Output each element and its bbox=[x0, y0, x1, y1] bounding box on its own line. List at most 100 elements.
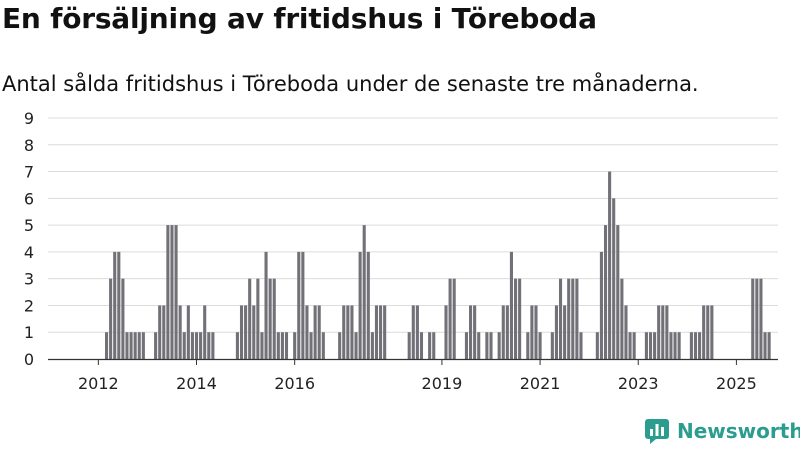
bar bbox=[620, 278, 624, 359]
y-tick-label: 0 bbox=[24, 350, 34, 369]
bar bbox=[509, 251, 513, 359]
bar bbox=[469, 305, 473, 359]
bar bbox=[661, 305, 665, 359]
bar bbox=[575, 278, 579, 359]
bar bbox=[280, 332, 284, 359]
bar bbox=[526, 332, 530, 359]
y-tick-label: 7 bbox=[24, 163, 34, 182]
bar bbox=[211, 332, 215, 359]
bar bbox=[305, 305, 309, 359]
bar bbox=[239, 305, 244, 359]
bar bbox=[272, 278, 276, 359]
bar bbox=[599, 251, 603, 359]
bar bbox=[501, 305, 505, 359]
bar bbox=[608, 171, 612, 359]
bar bbox=[235, 332, 239, 359]
bar bbox=[628, 332, 632, 359]
bar bbox=[190, 332, 194, 359]
bar bbox=[452, 278, 456, 359]
chart-subtitle: Antal sålda fritidshus i Töreboda under … bbox=[2, 72, 699, 96]
bar bbox=[125, 332, 129, 359]
x-tick-label: 2014 bbox=[176, 374, 217, 393]
bar bbox=[415, 305, 419, 359]
bar bbox=[550, 332, 554, 359]
bar bbox=[203, 305, 207, 359]
bar bbox=[419, 332, 424, 359]
bar bbox=[301, 251, 305, 359]
brand-name: Newsworthy bbox=[677, 419, 800, 443]
x-tick-label: 2016 bbox=[274, 374, 315, 393]
bar bbox=[276, 332, 280, 359]
bar bbox=[252, 305, 256, 359]
bar bbox=[166, 225, 170, 359]
bar bbox=[133, 332, 137, 359]
bar bbox=[407, 332, 411, 359]
bar bbox=[129, 332, 133, 359]
bar bbox=[563, 305, 567, 359]
bar bbox=[751, 278, 755, 359]
bar bbox=[411, 305, 415, 359]
y-tick-label: 1 bbox=[24, 323, 34, 342]
bar bbox=[558, 278, 563, 359]
bar bbox=[693, 332, 698, 359]
x-tick-label: 2012 bbox=[78, 374, 119, 393]
brand: Newsworthy bbox=[644, 418, 800, 444]
bar bbox=[648, 332, 653, 359]
bar bbox=[595, 332, 599, 359]
bar bbox=[186, 305, 190, 359]
bar bbox=[374, 305, 379, 359]
bar bbox=[194, 332, 199, 359]
bar bbox=[644, 332, 648, 359]
bar bbox=[117, 251, 121, 359]
bar bbox=[669, 332, 673, 359]
bar bbox=[534, 305, 538, 359]
bar bbox=[383, 305, 387, 359]
bar bbox=[248, 278, 252, 359]
bar bbox=[370, 332, 374, 359]
x-tick-label: 2023 bbox=[618, 374, 659, 393]
bar bbox=[284, 332, 289, 359]
bar bbox=[505, 305, 509, 359]
bar bbox=[162, 305, 166, 359]
bar bbox=[174, 225, 178, 359]
bar bbox=[366, 251, 370, 359]
bar bbox=[763, 332, 767, 359]
bar bbox=[538, 332, 542, 359]
bar bbox=[518, 278, 522, 359]
bar bbox=[154, 332, 158, 359]
x-axis: 2012 2014 2016 2019 2021 2023 2025 bbox=[48, 358, 778, 393]
bar bbox=[158, 305, 162, 359]
bar bbox=[297, 251, 301, 359]
bar bbox=[689, 332, 693, 359]
bar bbox=[199, 332, 203, 359]
bar bbox=[448, 278, 452, 359]
bar bbox=[354, 332, 358, 359]
bar bbox=[313, 305, 317, 359]
bar bbox=[113, 251, 117, 359]
bar bbox=[755, 278, 759, 359]
bar bbox=[379, 305, 383, 359]
newsworthy-logo-icon bbox=[645, 419, 669, 444]
bar bbox=[706, 305, 710, 359]
bar bbox=[702, 305, 706, 359]
bar bbox=[464, 332, 469, 359]
bar bbox=[653, 332, 657, 359]
y-tick-label: 8 bbox=[24, 136, 34, 155]
bar bbox=[342, 305, 346, 359]
bar bbox=[182, 332, 186, 359]
bar bbox=[207, 332, 211, 359]
bar bbox=[121, 278, 125, 359]
y-tick-label: 6 bbox=[24, 189, 34, 208]
chart-title: En försäljning av fritidshus i Töreboda bbox=[2, 2, 597, 35]
bar bbox=[268, 278, 272, 359]
bar bbox=[673, 332, 677, 359]
bar bbox=[579, 332, 583, 359]
bar bbox=[104, 332, 109, 359]
bar bbox=[362, 225, 366, 359]
y-tick-label: 9 bbox=[24, 109, 34, 128]
bar bbox=[244, 305, 248, 359]
bar bbox=[677, 332, 681, 359]
y-tick-label: 2 bbox=[24, 296, 34, 315]
bar bbox=[657, 305, 661, 359]
bar bbox=[612, 198, 616, 359]
